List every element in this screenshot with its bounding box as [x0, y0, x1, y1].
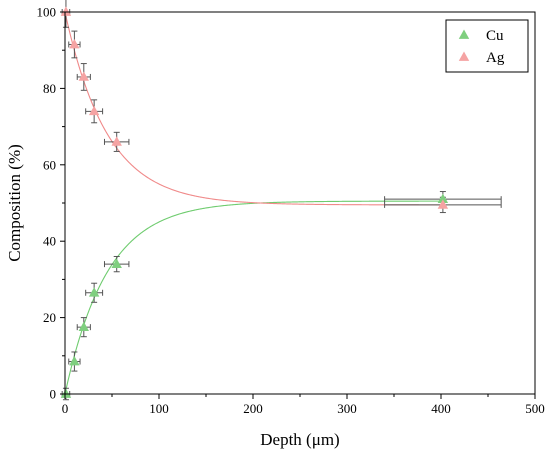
x-tick-label: 400	[431, 401, 451, 416]
marker-ag-4	[111, 136, 122, 146]
fit-curve-cu	[64, 200, 446, 395]
y-axis-title: Composition (%)	[5, 144, 24, 262]
data-points	[60, 6, 449, 398]
x-axis-title: Depth (μm)	[260, 430, 339, 449]
error-bars	[61, 0, 502, 401]
legend-marker-cu	[458, 29, 470, 39]
legend: Cu Ag	[445, 19, 529, 73]
x-tick-label: 300	[337, 401, 357, 416]
fit-curves	[64, 11, 446, 395]
marker-cu-3	[88, 287, 100, 297]
legend-marker-ag	[458, 51, 470, 61]
axes: 0 100 200 300 400 500 0 20 40 60 80 100	[37, 5, 545, 417]
marker-cu-2	[78, 321, 90, 331]
y-tick-label: 80	[43, 81, 56, 96]
marker-ag-0	[60, 6, 72, 16]
marker-cu-0	[60, 388, 72, 398]
legend-box	[445, 19, 529, 73]
x-tick-label: 100	[149, 401, 169, 416]
y-tick-label: 100	[37, 5, 57, 20]
legend-label-cu: Cu	[486, 28, 504, 44]
y-tick-label: 40	[43, 234, 56, 249]
y-tick-label: 0	[50, 387, 57, 402]
y-tick-label: 20	[43, 310, 56, 325]
x-tick-label: 200	[243, 401, 263, 416]
marker-ag-2	[78, 71, 90, 81]
marker-ag-3	[88, 105, 100, 116]
marker-cu-1	[69, 356, 80, 366]
legend-label-ag: Ag	[486, 50, 505, 66]
marker-ag-5	[437, 199, 449, 209]
x-tick-label: 500	[525, 401, 545, 416]
marker-cu-5	[437, 193, 449, 204]
marker-ag-1	[69, 38, 80, 49]
x-tick-label: 0	[62, 401, 69, 416]
marker-cu-4	[111, 258, 122, 268]
fit-curve-ag	[64, 11, 446, 206]
y-tick-label: 60	[43, 157, 56, 172]
